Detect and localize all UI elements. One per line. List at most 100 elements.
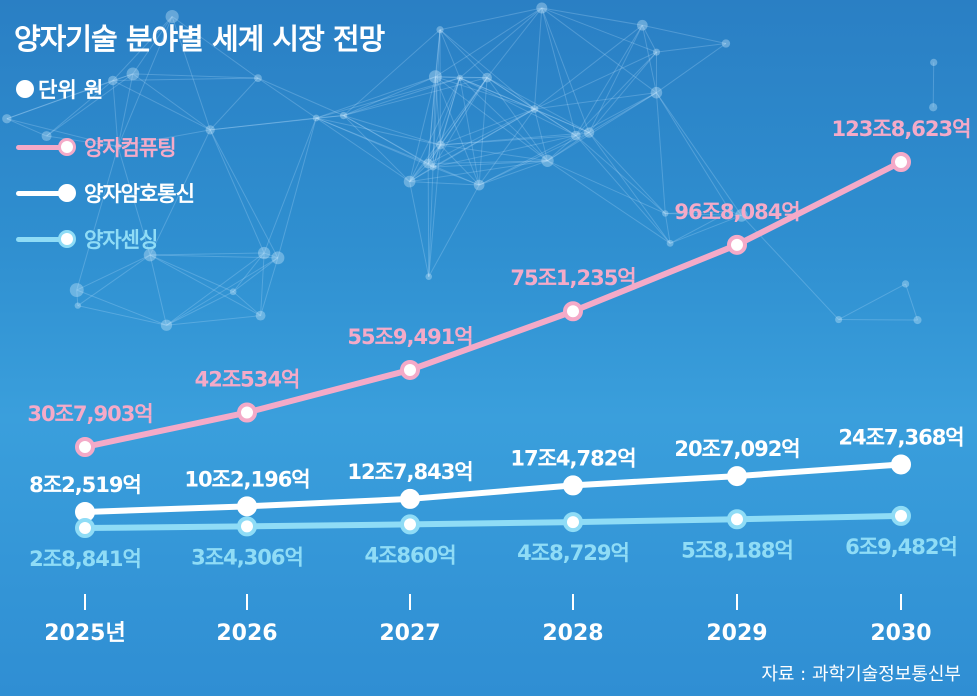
network-link [409,181,480,186]
network-link [428,167,434,277]
network-link [343,115,429,165]
network-link [575,135,671,244]
network-link [112,73,134,81]
data-label: 96조8,084억 [674,200,799,224]
network-link [409,144,441,182]
network-link [232,291,261,317]
network-link [316,77,461,119]
network-link [316,117,441,146]
network-link [435,76,460,79]
network-node [530,105,539,113]
network-link [547,160,666,214]
network-link [343,115,441,146]
network-node [423,158,434,169]
unit-label: 단위 원 [16,74,103,104]
network-link [171,16,259,79]
series-line-quantum_sensing [82,512,904,531]
network-link [547,92,657,162]
network-link [534,24,643,110]
network-node [473,179,485,191]
network-link [588,92,657,134]
network-node [255,310,266,321]
network-link [132,16,173,75]
network-link [440,144,548,162]
network-link [150,254,278,259]
network-link [427,144,441,164]
network-link [547,135,577,162]
network-link [642,24,727,44]
network-link [209,129,265,254]
network-link [112,77,258,82]
data-label: 20조7,092억 [674,437,799,461]
data-point [75,518,95,538]
network-link [641,25,657,53]
x-tick-label: 2030 [870,621,931,646]
network-link [343,29,441,116]
legend-line-icon [16,236,64,242]
network-link [428,144,441,277]
network-link [6,118,47,137]
network-link [478,132,590,186]
data-label: 4조8,729억 [517,541,629,565]
network-node [254,74,262,83]
network-link [435,76,535,110]
legend-item-quantum-sensing: 양자센싱 [16,216,194,262]
network-link [838,319,918,321]
network-link [6,73,134,120]
network-link [263,252,279,259]
network-link [459,77,577,137]
network-node [653,48,661,56]
network-node [541,154,554,167]
legend-marker-icon [58,138,76,156]
network-node [339,111,348,120]
network-node [436,26,444,34]
legend-label: 양자센싱 [84,228,158,252]
series-line-quantum_communication [82,461,904,515]
network-node [229,288,237,296]
legend-label: 양자컴퓨팅 [84,136,177,160]
network-link [655,92,731,212]
network-link [166,257,279,326]
network-link [166,315,261,326]
bullet-icon [16,80,34,98]
network-link [209,129,279,259]
network-link [432,77,488,168]
network-link [575,25,643,136]
network-link [149,254,261,317]
network-link [117,73,134,147]
network-link [77,254,151,307]
network-node [108,75,118,86]
network-link [112,80,119,147]
network-link [440,132,590,146]
network-node [74,302,81,309]
network-link [439,77,488,146]
network-node [666,239,674,247]
network-link [6,118,119,148]
network-node [583,127,595,138]
network-link [427,77,461,164]
network-node [428,70,442,84]
chart-title: 양자기술 분야별 세계 시장 전망 [14,22,385,56]
network-link [432,166,480,186]
x-tick-label: 2028 [542,621,603,646]
network-link [575,51,657,136]
network-link [439,29,488,78]
data-point [400,514,420,535]
network-link [838,283,906,321]
network-link [343,76,436,116]
legend-line-icon [16,190,64,196]
data-label: 123조8,623억 [832,117,971,141]
network-link [575,135,666,214]
data-label: 5조8,188억 [681,538,793,562]
network-link [534,92,657,110]
network-link [435,7,543,78]
network-link [541,7,657,94]
network-link [76,254,151,291]
network-link [263,117,317,254]
network-node [835,316,843,324]
network-link [459,7,543,79]
data-point [891,505,911,526]
network-node [727,208,734,215]
network-link [486,77,535,110]
